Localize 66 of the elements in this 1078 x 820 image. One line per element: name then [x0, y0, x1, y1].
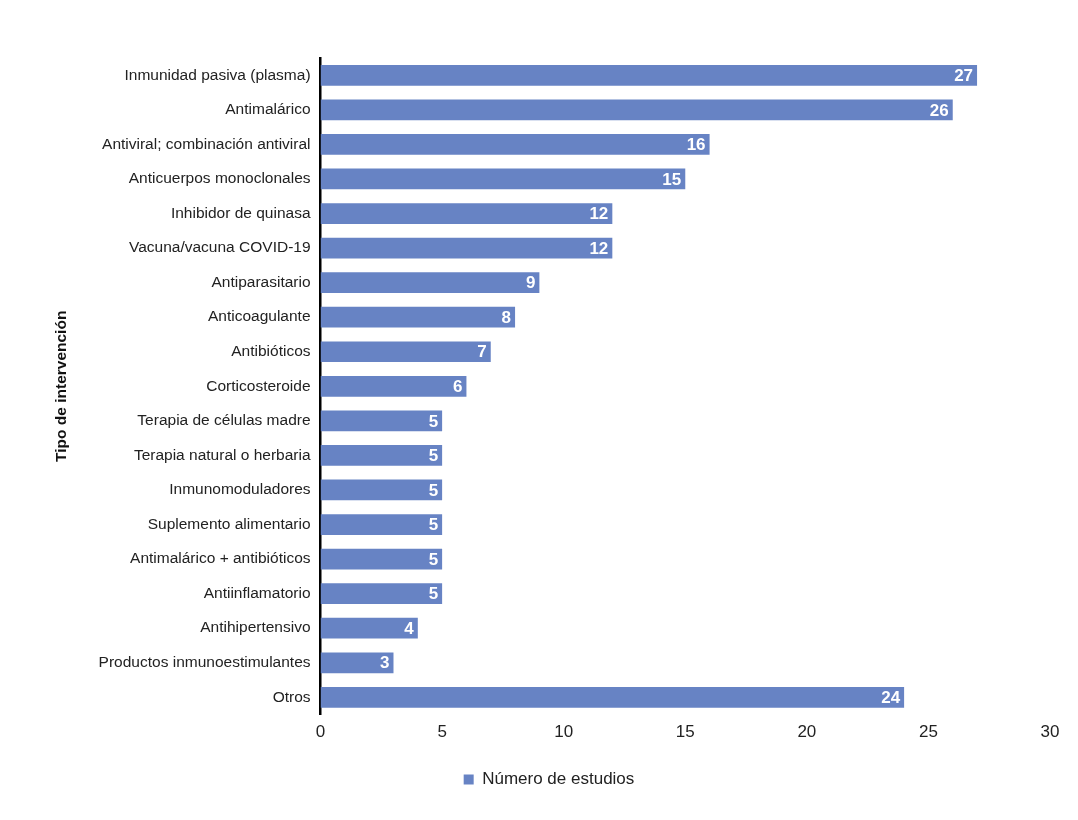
bar: [320, 168, 686, 190]
bar: [320, 652, 394, 674]
y-tick-label: Antihipertensivo: [200, 618, 311, 636]
data-label: 27: [954, 65, 974, 85]
y-tick-label: Otros: [272, 687, 311, 705]
y-tick-label: Anticoagulante: [207, 307, 311, 325]
y-tick-label: Inmunidad pasiva (plasma): [124, 65, 311, 83]
x-tick-label: 10: [554, 722, 574, 742]
y-tick-label: Antimalárico: [225, 100, 311, 118]
y-tick-label: Inmunomoduladores: [169, 480, 311, 498]
data-label: 5: [428, 446, 439, 466]
bar: [320, 64, 978, 86]
data-label: 6: [452, 376, 463, 396]
bar: [320, 514, 443, 535]
data-label: 5: [428, 584, 439, 604]
x-tick-label: 25: [918, 722, 938, 742]
y-tick-label: Antiinflamatorio: [203, 583, 311, 601]
data-label: 5: [428, 480, 439, 500]
x-tick-label: 15: [675, 722, 695, 742]
data-label: 7: [477, 342, 487, 362]
data-label: 8: [501, 307, 512, 327]
data-label: 5: [428, 549, 439, 569]
bar: [320, 341, 491, 363]
data-label: 24: [881, 688, 901, 708]
data-label: 4: [404, 618, 415, 638]
data-label: 3: [380, 653, 390, 673]
data-label: 12: [589, 238, 609, 258]
x-tick-label: 0: [315, 722, 326, 742]
bar: [320, 548, 443, 570]
data-label: 5: [428, 411, 439, 431]
data-label: 9: [525, 273, 536, 293]
bar: [320, 410, 443, 432]
y-tick-label: Antiparasitario: [211, 272, 311, 290]
x-tick-label: 30: [1040, 722, 1060, 742]
y-tick-label: Productos inmunoestimulantes: [98, 653, 311, 671]
bar: [320, 203, 613, 224]
bar: [320, 272, 540, 293]
y-tick-label: Anticuerpos monoclonales: [128, 169, 311, 187]
y-tick-label: Corticosteroide: [206, 376, 311, 394]
y-tick-label: Antiviral; combinación antiviral: [102, 134, 311, 152]
data-label: 5: [428, 515, 439, 535]
y-tick-label: Antimalárico + antibióticos: [130, 549, 311, 567]
data-label: 16: [686, 135, 706, 155]
bar: [320, 445, 443, 466]
y-tick-label: Suplemento alimentario: [147, 514, 311, 532]
bar: [320, 306, 516, 328]
bar: [320, 686, 905, 708]
bar: [320, 583, 443, 605]
data-label: 12: [589, 204, 609, 224]
data-label: 26: [929, 100, 949, 120]
y-tick-label: Terapia natural o herbaria: [133, 445, 311, 463]
bar: [320, 134, 710, 155]
bar: [320, 99, 953, 121]
y-tick-label: Vacuna/vacuna COVID-19: [129, 238, 311, 256]
bar: [320, 479, 443, 501]
y-axis-title: Tipo de intervención: [51, 310, 69, 462]
y-tick-label: Terapia de células madre: [137, 411, 311, 429]
y-tick-label: Antibióticos: [231, 342, 311, 360]
y-tick-label: Inhibidor de quinasa: [170, 203, 311, 221]
x-tick-label: 20: [797, 722, 817, 742]
x-tick-label: 5: [437, 722, 447, 742]
bar: [320, 617, 418, 639]
bar: [320, 375, 467, 397]
legend-label: Número de estudios: [482, 769, 635, 789]
data-label: 15: [662, 169, 682, 189]
bar: [320, 237, 613, 259]
